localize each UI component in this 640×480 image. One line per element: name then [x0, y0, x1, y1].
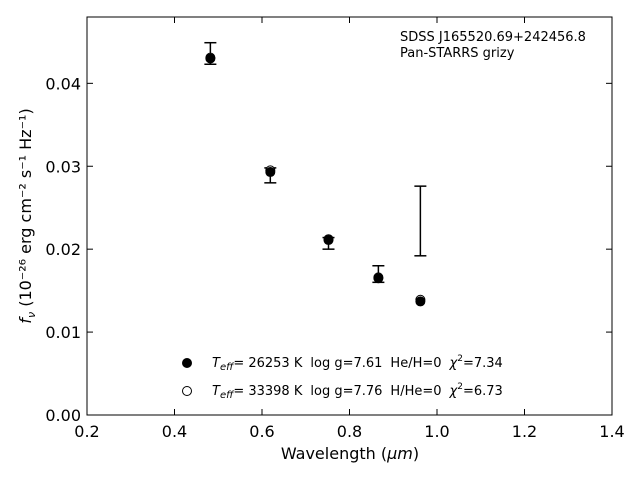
legend-marker-filled [182, 358, 192, 368]
point-filled [373, 273, 384, 284]
errorbar [414, 185, 427, 257]
x-tick-label: 1.2 [512, 422, 537, 441]
y-tick-label: 0.01 [45, 323, 81, 342]
x-tick-label: 0.8 [337, 422, 362, 441]
x-axis-label: Wavelength (μm) [281, 444, 419, 463]
annotation-line1: SDSS J165520.69+242456.8 [400, 30, 586, 45]
x-tick-label: 0.6 [249, 422, 274, 441]
model-points [205, 52, 426, 307]
y-tick-label: 0.03 [45, 157, 81, 176]
y-tick-label: 0.02 [45, 240, 81, 259]
y-tick-label: 0.00 [45, 406, 81, 425]
point-filled [415, 296, 426, 307]
y-axis-label: fν (10⁻²⁶ erg cm⁻² s⁻¹ Hz⁻¹) [16, 108, 38, 323]
legend-marker-open [182, 386, 192, 396]
x-axis-label-unit: μm [386, 444, 413, 463]
x-axis-label-text: Wavelength [281, 444, 376, 463]
y-axis-label-sub: ν [25, 312, 38, 318]
x-tick-label: 0.4 [162, 422, 187, 441]
x-tick-label: 0.2 [74, 422, 99, 441]
annotation-line2: Pan-STARRS grizy [400, 46, 515, 61]
y-axis-ticks: 0.00 0.01 0.02 0.03 0.04 [45, 74, 612, 425]
x-tick-label: 1.0 [424, 422, 449, 441]
y-axis-label-unit: (10⁻²⁶ erg cm⁻² s⁻¹ Hz⁻¹) [16, 108, 35, 306]
y-tick-label: 0.04 [45, 74, 81, 93]
x-axis-ticks: 0.2 0.4 0.6 0.8 1.0 1.2 1.4 [74, 17, 625, 441]
point-filled [265, 167, 276, 178]
y-axis-label-f: f [16, 316, 35, 324]
observed-errorbars [204, 41, 427, 284]
point-filled [205, 53, 216, 64]
x-tick-label: 1.4 [599, 422, 624, 441]
point-filled [323, 235, 334, 246]
